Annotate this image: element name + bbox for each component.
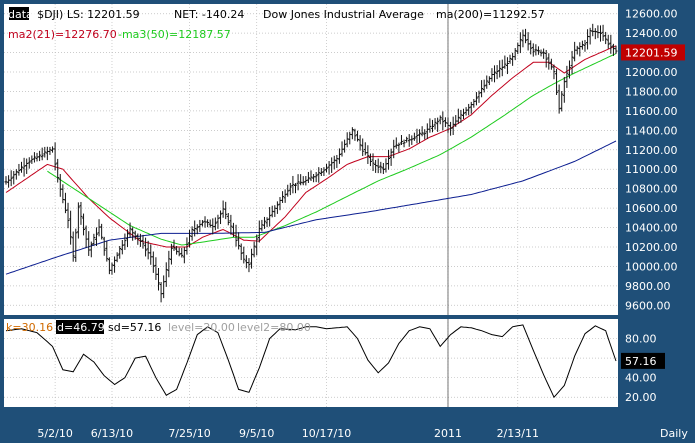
last-label: ) LS: 12201.59: [59, 8, 140, 21]
price-tick-label: 11000.00: [625, 163, 678, 176]
price-tick-label: 10800.00: [625, 183, 678, 196]
period-label: Daily: [660, 427, 688, 440]
price-tick-label: 10000.00: [625, 260, 678, 273]
oscillator-header: k=30.16 d=46.79 sd=57.16 level=20.00 lev…: [6, 320, 311, 334]
symbol-highlight: [9, 7, 29, 20]
d-label: d=46.79: [57, 321, 105, 334]
symbol-data-label: data(: [8, 8, 37, 21]
x-tick-label: 7/25/10: [168, 427, 210, 440]
last-sd-value: 57.16: [625, 355, 657, 368]
osc-tick-label: 40.00: [625, 372, 657, 385]
moving-average-lines: [5, 45, 617, 275]
x-tick-label: 2011: [434, 427, 462, 440]
price-panel: [4, 4, 618, 315]
net-label: NET: -140.24: [174, 8, 244, 21]
sd-oscillator-line: [5, 324, 617, 399]
x-tick-label: 6/13/10: [91, 427, 133, 440]
last-sd-badge: 57.16: [621, 352, 665, 369]
ma-line: [5, 45, 617, 248]
price-tick-label: 9800.00: [625, 280, 671, 293]
ma21-label: ma2(21)=12276.70: [8, 28, 117, 41]
oscillator-panel: [4, 319, 618, 407]
last-price-value: 12201.59: [625, 46, 678, 59]
d-label-highlight: [56, 320, 104, 334]
x-tick-label: 5/2/10: [37, 427, 72, 440]
level2-label: level2=80.00: [237, 321, 311, 334]
x-tick-label: 10/17/10: [302, 427, 351, 440]
level-label: level=20.00: [168, 321, 235, 334]
price-y-axis: 9600.00 9800.00 10000.00 10200.00 10400.00 10…: [625, 8, 678, 313]
osc-tick-label: 20.00: [625, 391, 657, 404]
price-tick-label: 12400.00: [625, 27, 678, 40]
price-tick-label: 10200.00: [625, 241, 678, 254]
price-tick-label: 10600.00: [625, 202, 678, 215]
sd-label: sd=57.16: [108, 321, 161, 334]
ma50-label: -ma3(50)=12187.57: [118, 28, 231, 41]
oscillator-vertical-gridlines: [54, 319, 519, 407]
price-tick-label: 12600.00: [625, 8, 678, 21]
ma200-label: ma(200)=11292.57: [436, 8, 545, 21]
price-tick-label: 11400.00: [625, 124, 678, 137]
price-header: data($DJI) LS: 12201.59 NET: -140.24 Dow…: [8, 7, 545, 41]
osc-tick-label: 80.00: [625, 333, 657, 346]
symbol-prefix: data($DJI) LS: 12201.59: [8, 8, 140, 21]
symbol-code: $DJI: [37, 8, 59, 21]
price-tick-label: 10400.00: [625, 222, 678, 235]
series-name: Dow Jones Industrial Average: [263, 8, 424, 21]
price-vertical-gridlines: [54, 4, 519, 315]
ma-line: [47, 53, 617, 246]
k-label: k=30.16: [6, 321, 53, 334]
x-axis: 5/2/10 6/13/10 7/25/10 9/5/10 10/17/10 2011 2/…: [37, 427, 539, 440]
price-tick-label: 11600.00: [625, 105, 678, 118]
last-price-badge: 12201.59: [621, 44, 685, 61]
price-tick-label: 9600.00: [625, 299, 671, 312]
x-tick-label: 2/13/11: [497, 427, 539, 440]
price-tick-label: 12000.00: [625, 66, 678, 79]
price-ohlc-bars: [4, 23, 618, 303]
price-tick-label: 11200.00: [625, 144, 678, 157]
x-tick-label: 9/5/10: [239, 427, 274, 440]
ma-line: [5, 140, 617, 275]
price-tick-label: 11800.00: [625, 85, 678, 98]
